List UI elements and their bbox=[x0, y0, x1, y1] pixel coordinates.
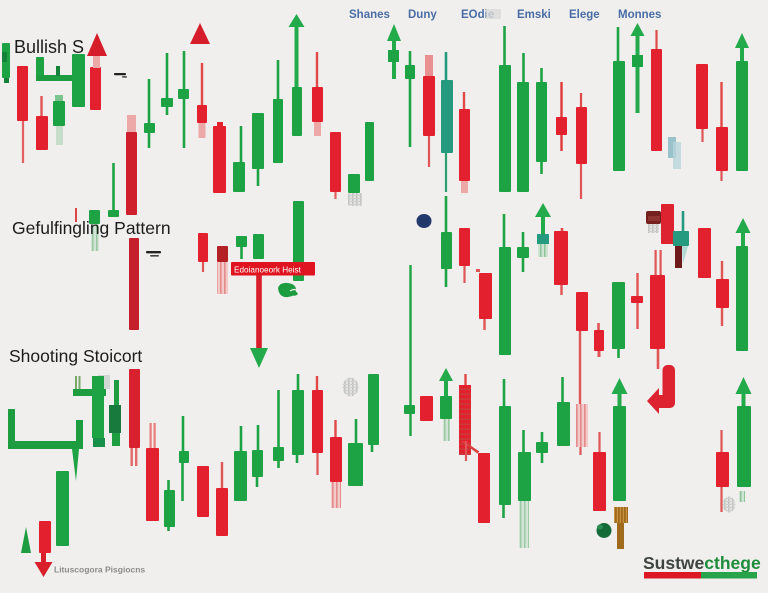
svg-text:Shooting Stoicort: Shooting Stoicort bbox=[9, 346, 142, 366]
svg-text:Sustwecthege: Sustwecthege bbox=[643, 553, 761, 573]
svg-text:EOdie: EOdie bbox=[461, 9, 494, 21]
svg-text:Lituscogora Pisgiocns: Lituscogora Pisgiocns bbox=[54, 565, 145, 575]
svg-text:Elege: Elege bbox=[569, 9, 600, 21]
svg-text:Emski: Emski bbox=[517, 9, 551, 21]
svg-text:Monnes: Monnes bbox=[618, 9, 661, 21]
svg-text:Shanes: Shanes bbox=[349, 9, 390, 21]
svg-text:Duny: Duny bbox=[408, 9, 437, 21]
svg-text:Gefulfingling Pattern: Gefulfingling Pattern bbox=[12, 218, 171, 238]
svg-text:Bullish S: Bullish S bbox=[14, 37, 84, 57]
svg-text:Edoianoeork Heist: Edoianoeork Heist bbox=[234, 266, 302, 275]
